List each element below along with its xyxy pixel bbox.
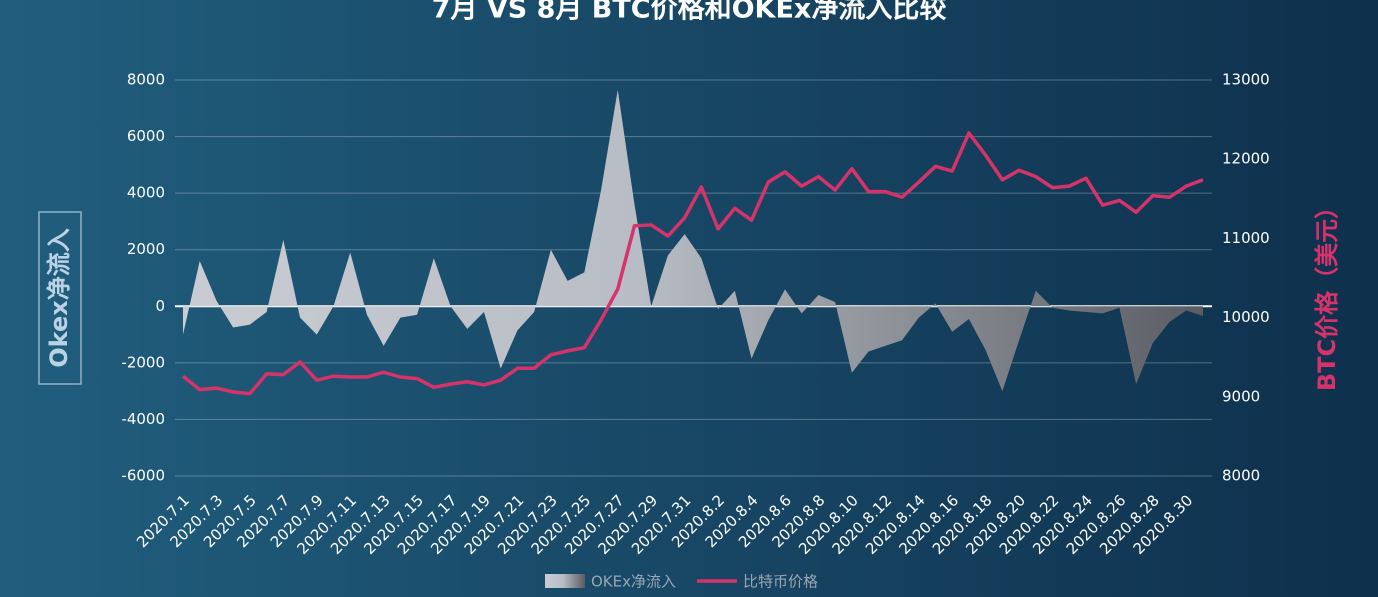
y2-tick-label: 10000 (1222, 308, 1270, 326)
y2-tick-label: 13000 (1222, 71, 1270, 89)
legend-label: OKEx净流入 (591, 573, 676, 591)
legend-swatch (545, 574, 585, 588)
y-tick-label: -4000 (121, 410, 165, 428)
y-tick-label: 8000 (127, 71, 165, 89)
y2-axis-title: BTC价格（美元） (1313, 195, 1341, 391)
y-axis-title-box (38, 211, 82, 385)
line (181, 131, 1204, 396)
y2-tick-label: 11000 (1222, 229, 1270, 247)
y2-tick-label: 12000 (1222, 150, 1270, 168)
y-tick-label: -6000 (121, 467, 165, 485)
y-tick-label: 6000 (127, 127, 165, 145)
y-tick-label: 0 (155, 297, 165, 315)
y-axis-title: Okex净流入 (45, 228, 73, 367)
y-tick-label: 2000 (127, 240, 165, 258)
chart-title: 7月 VS 8月 BTC价格和OKEx净流入比较 (432, 0, 947, 25)
y-tick-label: -2000 (121, 353, 165, 371)
y2-tick-label: 8000 (1222, 467, 1260, 485)
y2-tick-label: 9000 (1222, 387, 1260, 405)
y-tick-label: 4000 (127, 184, 165, 202)
legend-label: 比特币价格 (743, 573, 818, 591)
area (183, 89, 1203, 392)
